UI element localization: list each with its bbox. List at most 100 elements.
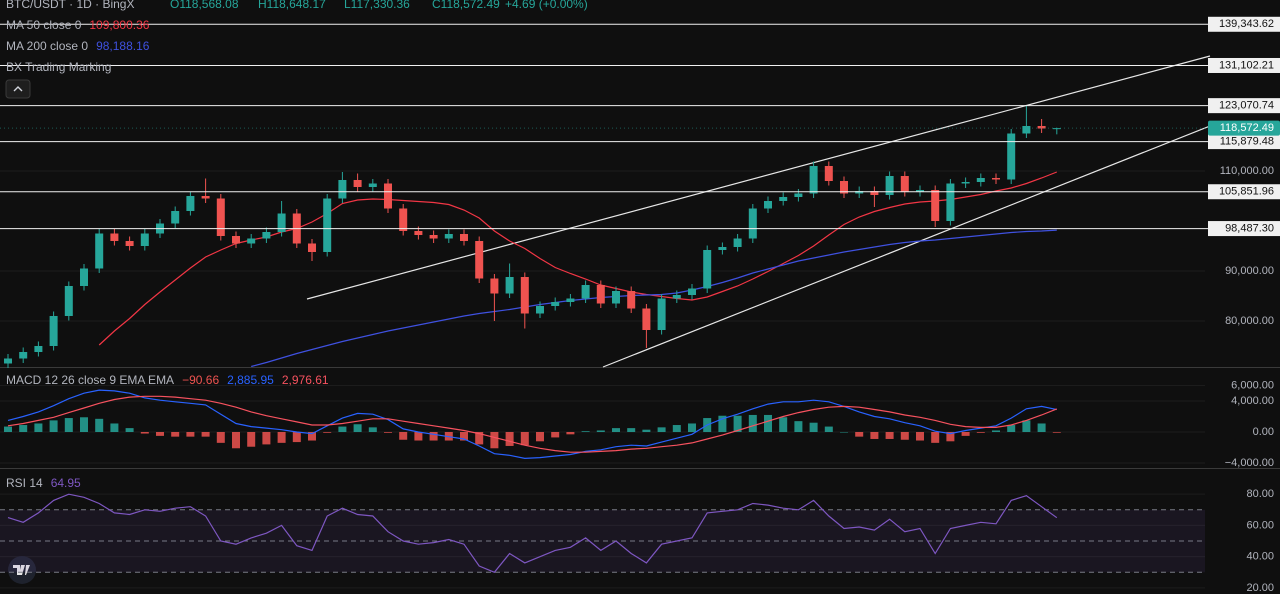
histogram-bar	[672, 425, 681, 433]
candle-body	[460, 234, 468, 241]
candle-body	[19, 352, 28, 359]
candle-body	[323, 198, 332, 252]
histogram-bar	[718, 415, 727, 433]
candle-body	[718, 247, 727, 250]
level-label-bg	[1208, 16, 1280, 32]
candle-body	[946, 183, 955, 221]
candle-body	[733, 238, 742, 247]
histogram-bar	[95, 418, 104, 433]
histogram-bar	[1022, 420, 1031, 433]
histogram-bar	[1052, 432, 1061, 433]
level-label: 131,102.21	[1219, 59, 1274, 71]
histogram-bar	[688, 423, 696, 433]
y-tick-label: 0.00	[1253, 426, 1274, 438]
button-frame[interactable]	[5, 79, 31, 99]
candle-body	[171, 211, 180, 224]
histogram-bar	[201, 432, 210, 437]
candle-body	[1022, 126, 1031, 134]
histogram-bar	[976, 432, 985, 433]
logo	[8, 556, 36, 584]
candle-body	[201, 196, 210, 199]
panel-title: RSI 14	[6, 476, 43, 490]
histogram-bar	[657, 427, 666, 433]
histogram-bar	[262, 432, 271, 445]
y-tick-label: −4,000.00	[1225, 457, 1274, 469]
level-label: 115,879.48	[1220, 136, 1274, 148]
candle-body	[551, 302, 560, 306]
y-tick-label: 80,000.00	[1225, 315, 1274, 327]
candle-body	[931, 190, 940, 221]
ohlc-label: C118,572.49	[432, 0, 500, 11]
candle-body	[64, 286, 73, 316]
candle-body	[247, 238, 256, 244]
histogram-bar	[80, 417, 88, 433]
candle-body	[490, 278, 499, 294]
histogram-bar	[125, 428, 134, 433]
candle-body	[1037, 126, 1046, 129]
trend-line	[306, 55, 1211, 300]
candle-body	[657, 298, 666, 330]
histogram-bar	[733, 415, 742, 433]
candle-body	[429, 235, 438, 239]
y-tick-label: 90,000.00	[1225, 265, 1274, 277]
candle-body	[642, 308, 651, 330]
legend-value: 2,976.61	[282, 373, 329, 387]
candle-body	[34, 346, 43, 352]
candle-body	[870, 191, 879, 195]
histogram-bar	[764, 414, 772, 433]
level-label: 139,343.62	[1219, 18, 1274, 30]
legend-value: −90.66	[182, 373, 219, 387]
candle-body	[95, 233, 104, 269]
logo-mark	[13, 565, 30, 575]
y-tick-label: 4,000.00	[1231, 395, 1274, 407]
candle-body	[414, 231, 423, 235]
legend-value: 64.95	[51, 476, 81, 490]
candle-body	[627, 291, 636, 309]
histogram-bar	[384, 432, 392, 433]
histogram-bar	[946, 432, 955, 442]
histogram-bar	[900, 432, 909, 440]
chevron-icon[interactable]	[13, 86, 23, 92]
histogram-bar	[748, 414, 757, 433]
candle-body	[216, 198, 225, 236]
histogram-bar	[429, 432, 438, 441]
candle-body	[961, 182, 970, 184]
histogram-bar	[490, 432, 499, 449]
histogram-bar	[840, 432, 848, 433]
indicator-label: BX Trading Marking	[6, 60, 111, 74]
histogram-bar	[475, 432, 484, 445]
panel-title: MACD 12 26 close 9 EMA EMA	[6, 373, 174, 387]
histogram-bar	[368, 427, 377, 433]
ohlc-label: H118,648.17	[258, 0, 326, 11]
histogram-bar	[931, 432, 940, 443]
histogram-bar	[794, 421, 803, 433]
candle-body	[764, 201, 772, 209]
level-label: 123,070.74	[1219, 100, 1274, 112]
indicator-line	[7, 395, 1058, 453]
y-tick-label: 110,000.00	[1220, 165, 1274, 177]
candle-body	[49, 316, 58, 346]
candle-body	[748, 208, 757, 239]
histogram-bar	[19, 425, 28, 433]
histogram-bar	[885, 432, 894, 439]
histogram-bar	[627, 428, 636, 433]
histogram-bar	[961, 432, 970, 436]
histogram-bar	[916, 432, 924, 441]
chart-title: BTC/USDT · 1D · BingX	[6, 0, 134, 11]
histogram-bar	[353, 424, 362, 433]
change-label: +4.69 (+0.00%)	[505, 0, 588, 11]
candle-body	[779, 197, 788, 201]
candle-body	[110, 233, 119, 241]
candle-body	[855, 191, 864, 194]
collapse-button[interactable]	[5, 79, 31, 99]
histogram-bar	[34, 423, 43, 433]
candle-body	[794, 193, 803, 197]
histogram-bar	[1007, 425, 1016, 433]
histogram-bar	[232, 432, 240, 449]
level-label-bg	[1208, 57, 1280, 73]
candle-body	[368, 183, 377, 187]
candle-body	[308, 243, 316, 252]
y-tick-label: 80.00	[1246, 488, 1274, 500]
